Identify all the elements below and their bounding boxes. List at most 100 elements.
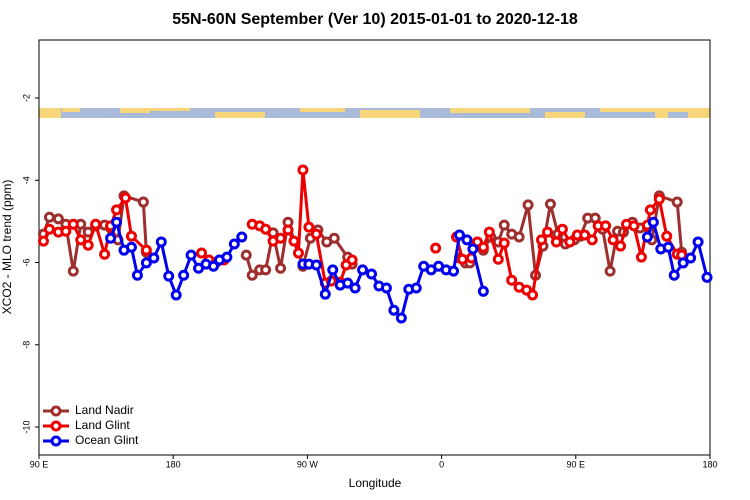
data-point bbox=[556, 223, 568, 235]
data-point bbox=[303, 221, 315, 233]
data-point bbox=[297, 164, 309, 176]
x-tick-label: 90 W bbox=[297, 459, 319, 469]
data-point bbox=[246, 269, 258, 281]
data-point bbox=[498, 237, 510, 249]
data-point bbox=[536, 234, 548, 246]
data-point bbox=[477, 285, 489, 297]
data-point bbox=[52, 213, 64, 225]
data-point bbox=[155, 236, 167, 248]
series bbox=[105, 216, 713, 324]
data-point bbox=[125, 241, 137, 253]
y-tick-label: -10 bbox=[21, 421, 31, 434]
data-point bbox=[137, 196, 149, 208]
data-point bbox=[111, 216, 123, 228]
x-tick-label: 180 bbox=[166, 459, 181, 469]
x-tick-label: 90 E bbox=[567, 459, 586, 469]
data-point bbox=[635, 251, 647, 263]
legend-label: Ocean Glint bbox=[75, 433, 139, 447]
data-point bbox=[586, 234, 598, 246]
data-point bbox=[522, 199, 534, 211]
data-point bbox=[111, 204, 123, 216]
data-point bbox=[310, 259, 322, 271]
data-point bbox=[477, 241, 489, 253]
chart-title: 55N-60N September (Ver 10) 2015-01-01 to… bbox=[172, 11, 578, 28]
data-point bbox=[260, 264, 272, 276]
data-point bbox=[148, 252, 160, 264]
data-point bbox=[677, 257, 689, 269]
data-point bbox=[221, 251, 233, 263]
data-point bbox=[328, 232, 340, 244]
legend-marker bbox=[50, 420, 62, 432]
data-point bbox=[82, 239, 94, 251]
data-point bbox=[430, 242, 442, 254]
data-point bbox=[366, 268, 378, 280]
data-point bbox=[641, 231, 653, 243]
plot-frame bbox=[38, 39, 711, 456]
y-axis-label: XCO2 - MLO trend (ppm) bbox=[0, 180, 14, 315]
data-point bbox=[506, 274, 518, 286]
data-point bbox=[607, 234, 619, 246]
data-point bbox=[327, 264, 339, 276]
data-point bbox=[75, 234, 87, 246]
data-point bbox=[346, 254, 358, 266]
data-point bbox=[498, 219, 510, 231]
data-point bbox=[661, 230, 673, 242]
data-point bbox=[395, 312, 407, 324]
data-point bbox=[671, 196, 683, 208]
data-point bbox=[668, 269, 680, 281]
data-point bbox=[647, 216, 659, 228]
data-point bbox=[260, 223, 272, 235]
data-point bbox=[275, 262, 287, 274]
data-point bbox=[600, 220, 612, 232]
data-point bbox=[579, 229, 591, 241]
legend-marker bbox=[50, 435, 62, 447]
data-point bbox=[140, 244, 152, 256]
data-point bbox=[550, 236, 562, 248]
x-tick-label: 0 bbox=[439, 459, 444, 469]
data-point bbox=[692, 236, 704, 248]
legend-label: Land Glint bbox=[75, 418, 130, 432]
data-point bbox=[653, 193, 665, 205]
data-point bbox=[228, 238, 240, 250]
data-point bbox=[564, 236, 576, 248]
data-point bbox=[644, 204, 656, 216]
data-point bbox=[604, 265, 616, 277]
data-point bbox=[544, 198, 556, 210]
y-tick-label: -4 bbox=[21, 176, 31, 184]
data-point bbox=[701, 271, 713, 283]
data-point bbox=[483, 226, 495, 238]
data-point bbox=[67, 218, 79, 230]
y-tick-label: -2 bbox=[21, 94, 31, 102]
legend-marker bbox=[50, 405, 62, 417]
data-point bbox=[125, 230, 137, 242]
data-point bbox=[662, 241, 674, 253]
data-point bbox=[119, 192, 131, 204]
y-tick-label: -8 bbox=[21, 341, 31, 349]
data-point bbox=[410, 282, 422, 294]
data-point bbox=[541, 226, 553, 238]
data-point bbox=[310, 228, 322, 240]
data-point bbox=[292, 247, 304, 259]
data-point bbox=[685, 252, 697, 264]
data-point bbox=[90, 218, 102, 230]
data-point bbox=[131, 269, 143, 281]
data-point bbox=[448, 265, 460, 277]
data-point bbox=[43, 223, 55, 235]
data-point bbox=[170, 289, 182, 301]
data-point bbox=[467, 243, 479, 255]
data-point bbox=[240, 249, 252, 261]
data-point bbox=[513, 231, 525, 243]
data-point bbox=[288, 235, 300, 247]
data-point bbox=[105, 232, 117, 244]
data-point bbox=[380, 282, 392, 294]
data-point bbox=[275, 232, 287, 244]
data-point bbox=[628, 220, 640, 232]
data-point bbox=[282, 224, 294, 236]
data-point bbox=[357, 264, 369, 276]
data-point bbox=[349, 282, 361, 294]
data-point bbox=[178, 269, 190, 281]
data-point bbox=[456, 253, 468, 265]
data-point bbox=[207, 260, 219, 272]
